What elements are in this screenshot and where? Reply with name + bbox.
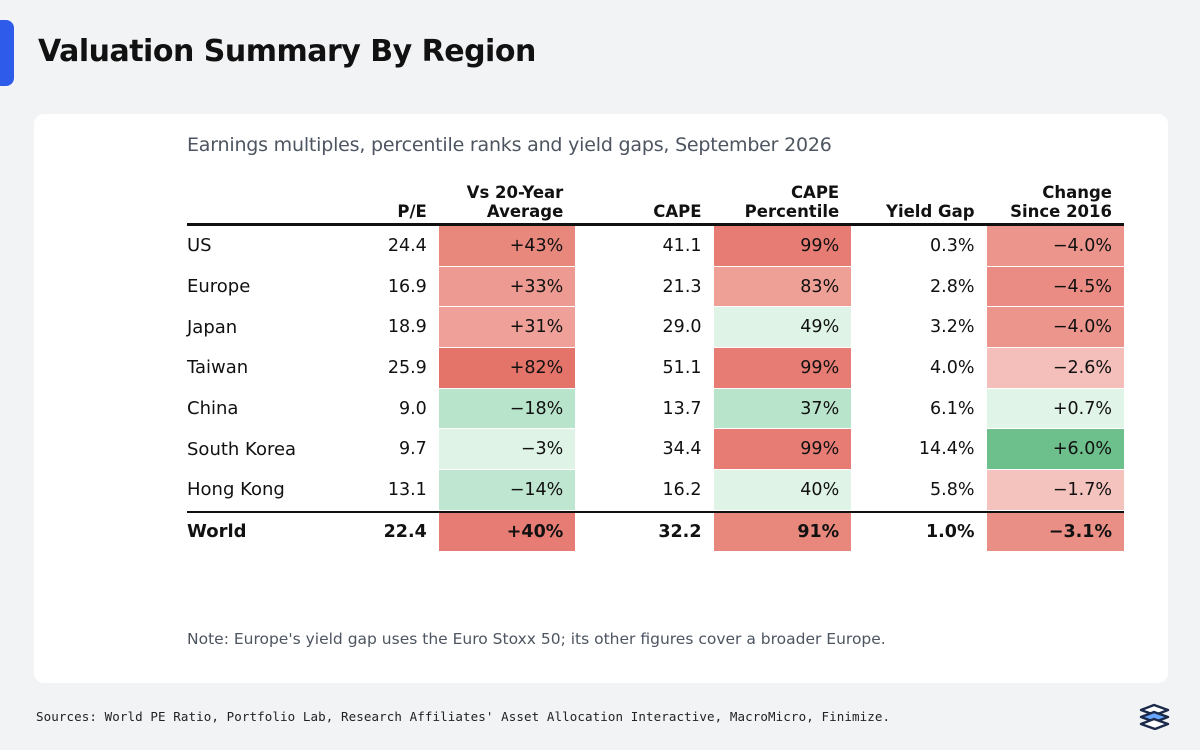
valuation-table: P/E Vs 20-Year Average CAPE CAPE Percentil… <box>187 183 1124 552</box>
cell-yield-gap: 14.4% <box>851 429 987 471</box>
accent-bar <box>0 20 14 86</box>
cell-cape: 29.0 <box>575 307 714 349</box>
cell-region: Europe <box>187 267 320 308</box>
table-row: Europe 16.9 +33% 21.3 83% 2.8% −4.5% <box>187 266 1124 308</box>
cell-region: Taiwan <box>187 348 320 389</box>
table-row: Japan 18.9 +31% 29.0 49% 3.2% −4.0% <box>187 307 1124 349</box>
cell-pe: 22.4 <box>319 510 439 552</box>
header-cape-percentile: CAPE Percentile <box>713 183 852 226</box>
cell-vs20: +82% <box>438 348 576 389</box>
cell-region: China <box>187 389 320 430</box>
cell-cape: 13.7 <box>575 389 714 430</box>
cell-cape-pct: 40% <box>713 470 852 511</box>
cell-cape: 21.3 <box>575 267 714 308</box>
cell-pe: 9.7 <box>319 429 439 471</box>
cell-region: South Korea <box>187 429 320 471</box>
cell-region: World <box>187 510 320 552</box>
cell-vs20: +43% <box>438 226 576 267</box>
cell-vs20: −14% <box>438 470 576 511</box>
cell-cape-pct: 99% <box>713 348 852 389</box>
table-row: Taiwan 25.9 +82% 51.1 99% 4.0% −2.6% <box>187 348 1124 389</box>
header-vs20: Vs 20-Year Average <box>438 183 576 226</box>
cell-chg2016: −4.0% <box>986 307 1124 349</box>
header-change-2016: Change Since 2016 <box>986 183 1124 226</box>
cell-cape: 32.2 <box>575 510 714 552</box>
cell-chg2016: −4.5% <box>986 266 1124 308</box>
cell-pe: 18.9 <box>319 307 439 349</box>
table-body: US 24.4 +43% 41.1 99% 0.3% −4.0% Europe 16.9 +33%… <box>187 226 1124 552</box>
cell-cape-pct: 37% <box>713 388 852 430</box>
cell-pe: 25.9 <box>319 348 439 389</box>
cell-chg2016: −1.7% <box>986 470 1124 511</box>
cell-chg2016: +6.0% <box>986 429 1124 471</box>
cell-vs20: +31% <box>438 307 576 349</box>
cell-vs20: −18% <box>438 388 576 430</box>
cell-chg2016: −2.6% <box>986 348 1124 389</box>
table-total-row: World 22.4 +40% 32.2 91% 1.0% −3.1% <box>187 510 1124 552</box>
cell-region: US <box>187 226 320 267</box>
cell-pe: 16.9 <box>319 267 439 308</box>
cell-yield-gap: 3.2% <box>851 307 987 349</box>
cell-cape: 41.1 <box>575 226 714 267</box>
cell-region: Japan <box>187 307 320 349</box>
table-row: South Korea 9.7 −3% 34.4 99% 14.4% +6.0% <box>187 429 1124 471</box>
page-title: Valuation Summary By Region <box>38 34 536 69</box>
cell-cape-pct: 91% <box>713 510 852 552</box>
cell-cape-pct: 99% <box>713 429 852 471</box>
cell-cape: 51.1 <box>575 348 714 389</box>
header-cape: CAPE <box>575 183 714 226</box>
finimize-logo-icon <box>1139 703 1170 730</box>
cell-cape: 16.2 <box>575 470 714 511</box>
table-card: Earnings multiples, percentile ranks and… <box>34 114 1168 683</box>
cell-yield-gap: 1.0% <box>851 510 987 552</box>
table-note: Note: Europe's yield gap uses the Euro S… <box>187 630 886 648</box>
cell-yield-gap: 5.8% <box>851 470 987 511</box>
cell-yield-gap: 4.0% <box>851 348 987 389</box>
table-row: US 24.4 +43% 41.1 99% 0.3% −4.0% <box>187 226 1124 267</box>
cell-chg2016: −4.0% <box>986 226 1124 267</box>
cell-chg2016: +0.7% <box>986 388 1124 430</box>
header-pe: P/E <box>319 183 439 226</box>
header-yield-gap: Yield Gap <box>851 183 987 226</box>
cell-vs20: −3% <box>438 429 576 471</box>
cell-yield-gap: 6.1% <box>851 389 987 430</box>
sources-footnote: Sources: World PE Ratio, Portfolio Lab, … <box>36 709 891 724</box>
cell-yield-gap: 2.8% <box>851 267 987 308</box>
cell-pe: 24.4 <box>319 226 439 267</box>
cell-cape: 34.4 <box>575 429 714 471</box>
cell-yield-gap: 0.3% <box>851 226 987 267</box>
cell-vs20: +40% <box>438 510 576 552</box>
cell-region: Hong Kong <box>187 470 320 511</box>
cell-cape-pct: 49% <box>713 307 852 349</box>
header-region <box>187 183 320 226</box>
cell-vs20: +33% <box>438 266 576 308</box>
table-header-row: P/E Vs 20-Year Average CAPE CAPE Percentil… <box>187 183 1124 226</box>
cell-cape-pct: 83% <box>713 266 852 308</box>
cell-pe: 13.1 <box>319 470 439 511</box>
cell-cape-pct: 99% <box>713 226 852 267</box>
cell-chg2016: −3.1% <box>986 510 1124 552</box>
cell-pe: 9.0 <box>319 389 439 430</box>
table-row: China 9.0 −18% 13.7 37% 6.1% +0.7% <box>187 388 1124 430</box>
table-row: Hong Kong 13.1 −14% 16.2 40% 5.8% −1.7% <box>187 470 1124 511</box>
table-subtitle: Earnings multiples, percentile ranks and… <box>187 134 832 156</box>
